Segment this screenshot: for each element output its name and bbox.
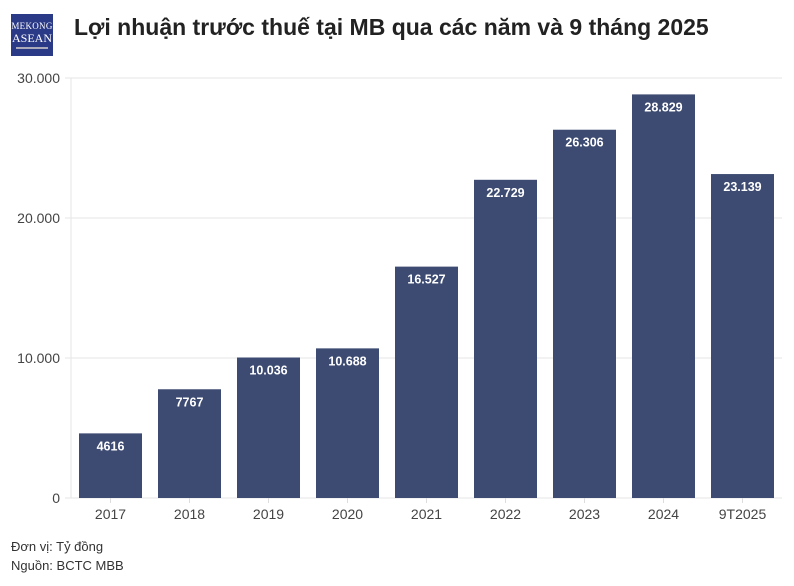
bar-2020 bbox=[316, 348, 379, 498]
data-label: 7767 bbox=[176, 395, 204, 409]
x-tick-label: 2024 bbox=[648, 506, 679, 522]
bar-2024 bbox=[632, 94, 695, 499]
data-label: 22.729 bbox=[486, 186, 524, 200]
x-tick-label: 2023 bbox=[569, 506, 600, 522]
data-label: 10.036 bbox=[249, 363, 287, 377]
x-tick-label: 2017 bbox=[95, 506, 126, 522]
bar-9T2025 bbox=[711, 174, 774, 498]
x-tick-label: 2018 bbox=[174, 506, 205, 522]
y-tick-label: 0 bbox=[52, 490, 60, 506]
x-tick-label: 2020 bbox=[332, 506, 363, 522]
bar-2023 bbox=[553, 129, 616, 498]
bar-2018 bbox=[158, 389, 221, 498]
data-label: 28.829 bbox=[644, 100, 682, 114]
bar-2021 bbox=[395, 266, 458, 498]
x-tick-label: 9T2025 bbox=[719, 506, 767, 522]
logo-line1: MEKONG bbox=[11, 21, 53, 31]
bar-2022 bbox=[474, 179, 537, 498]
mekongasean-logo: MEKONG ASEAN bbox=[11, 14, 53, 56]
x-tick-label: 2022 bbox=[490, 506, 521, 522]
y-tick-label: 10.000 bbox=[17, 350, 60, 366]
source-note: Nguồn: BCTC MBB bbox=[11, 558, 124, 573]
unit-note: Đơn vị: Tỷ đồng bbox=[11, 539, 104, 554]
data-label: 26.306 bbox=[565, 136, 603, 150]
chart-title: Lợi nhuận trước thuế tại MB qua các năm … bbox=[74, 14, 709, 40]
data-label: 10.688 bbox=[328, 354, 366, 368]
y-tick-label: 30.000 bbox=[17, 70, 60, 86]
bar-2017 bbox=[79, 433, 142, 498]
logo-rule bbox=[16, 47, 48, 49]
y-tick-label: 20.000 bbox=[17, 210, 60, 226]
bar-2019 bbox=[237, 357, 300, 498]
data-label: 4616 bbox=[97, 439, 125, 453]
x-tick-label: 2021 bbox=[411, 506, 442, 522]
data-label: 16.527 bbox=[407, 273, 445, 287]
logo-line2: ASEAN bbox=[11, 31, 52, 45]
data-label: 23.139 bbox=[723, 180, 761, 194]
x-tick-label: 2019 bbox=[253, 506, 284, 522]
